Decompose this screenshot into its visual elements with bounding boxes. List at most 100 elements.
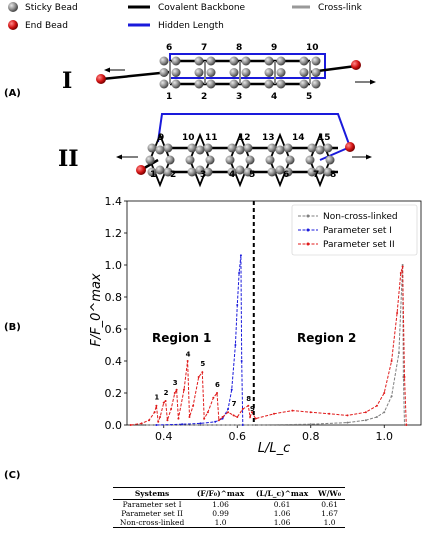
sticky-bead <box>245 155 255 165</box>
data-point <box>227 408 230 410</box>
sticky-bead <box>155 145 165 155</box>
sticky-bead <box>241 79 251 89</box>
sticky-bead-legend-icon <box>8 2 18 12</box>
bead-number-label: 9 <box>158 133 164 143</box>
x-axis-label: L/L_c <box>258 441 291 456</box>
data-point <box>232 414 235 417</box>
end-bead-legend-label: End Bead <box>25 21 68 31</box>
bead-number-label: 9 <box>271 43 277 53</box>
bead-number-label: 6 <box>283 170 289 180</box>
legend-entry-label: Parameter set II <box>323 240 395 250</box>
sticky-bead <box>264 79 274 89</box>
data-point <box>129 424 132 426</box>
chart-legend-box <box>291 204 418 256</box>
sticky-bead <box>145 155 155 165</box>
sticky-bead <box>264 68 274 77</box>
data-point <box>155 424 158 426</box>
data-point <box>397 352 400 354</box>
data-point <box>181 423 184 426</box>
data-point <box>273 412 275 415</box>
bead-number-label: 3 <box>200 170 206 180</box>
y-tick-label: 1.2 <box>105 227 123 240</box>
data-point <box>186 360 189 362</box>
sticky-bead <box>276 79 286 89</box>
sticky-bead <box>307 167 317 177</box>
legend-marker <box>306 242 310 246</box>
series-line <box>130 266 407 426</box>
data-point <box>346 414 349 417</box>
sticky-bead <box>276 56 286 66</box>
sticky-bead <box>194 68 204 77</box>
data-point <box>250 411 253 414</box>
data-point <box>166 419 169 422</box>
sticky-bead <box>315 165 325 175</box>
chart-series <box>129 254 408 426</box>
force-extension-chart: 0.0 0.2 0.4 0.6 0.8 1.0 1.2 1.4 0.4 0.6 0.8 1.0 Re… <box>89 195 422 456</box>
data-point <box>383 411 386 414</box>
sticky-bead <box>163 143 173 153</box>
table-header: (L/L_c)^max <box>249 487 315 500</box>
data-point <box>144 424 147 426</box>
table-cell: 1.0 <box>191 518 250 528</box>
hidden-length-loop-II <box>157 113 352 161</box>
y-tick-label: 1.4 <box>105 195 123 208</box>
sticky-bead <box>323 167 333 177</box>
bead-number-label: 15 <box>318 133 331 143</box>
series-line <box>145 264 405 426</box>
sticky-bead <box>323 143 333 153</box>
bead-number-label: 8 <box>236 43 242 53</box>
sticky-bead <box>315 145 325 155</box>
sticky-bead <box>147 167 157 177</box>
data-point <box>241 424 244 426</box>
sticky-bead <box>275 165 285 175</box>
data-point <box>153 411 156 414</box>
data-point <box>192 404 195 407</box>
right-arrowhead-II <box>366 154 372 160</box>
data-point <box>239 254 242 257</box>
bead-number-label: 6 <box>166 43 172 53</box>
bead-number-label: 12 <box>238 133 251 143</box>
ladder-bonds <box>169 59 311 86</box>
data-point <box>399 272 402 274</box>
bead-number-label: 7 <box>313 170 319 180</box>
bead-number-label: 2 <box>201 92 207 102</box>
data-point <box>236 304 239 306</box>
table-cell: Parameter set I <box>122 500 182 509</box>
data-point <box>254 424 257 426</box>
sticky-bead <box>195 145 205 155</box>
bead-number-label: 1 <box>150 170 156 180</box>
cross-link-legend-label: Cross-link <box>318 3 363 13</box>
table-cell: Non-cross-linked <box>113 518 192 528</box>
panel-b-label: (B) <box>4 322 21 333</box>
sticky-bead <box>299 79 309 89</box>
data-point <box>234 344 237 346</box>
data-point <box>364 419 367 422</box>
table-row: Parameter set II 0.99 1.06 1.67 <box>113 509 345 518</box>
sticky-bead <box>307 143 317 153</box>
data-point <box>175 388 178 391</box>
data-point <box>140 422 143 425</box>
end-bead-left-II <box>136 165 146 175</box>
legend-marker <box>306 214 310 218</box>
bead-number-label: 2 <box>170 170 176 180</box>
sticky-bead <box>276 68 286 77</box>
data-point <box>403 376 406 378</box>
data-point <box>199 422 202 425</box>
sticky-bead <box>299 56 309 66</box>
bead-number-label: 10 <box>182 133 195 143</box>
data-point <box>201 371 204 374</box>
data-point <box>170 408 173 410</box>
sticky-bead <box>229 56 239 66</box>
hidden-length-legend-label: Hidden Length <box>158 21 224 31</box>
peak-number-label: 6 <box>215 381 220 389</box>
sticky-bead <box>206 68 216 77</box>
peak-number-label: 1 <box>154 394 159 402</box>
table-cell: 1.67 <box>321 509 338 518</box>
data-point <box>221 416 224 418</box>
data-point <box>203 417 206 420</box>
y-axis-ticks: 0.0 0.2 0.4 0.6 0.8 1.0 1.2 1.4 <box>105 195 127 432</box>
data-point <box>375 416 378 418</box>
sticky-bead <box>159 56 169 66</box>
panel-a-label: (A) <box>4 88 21 99</box>
